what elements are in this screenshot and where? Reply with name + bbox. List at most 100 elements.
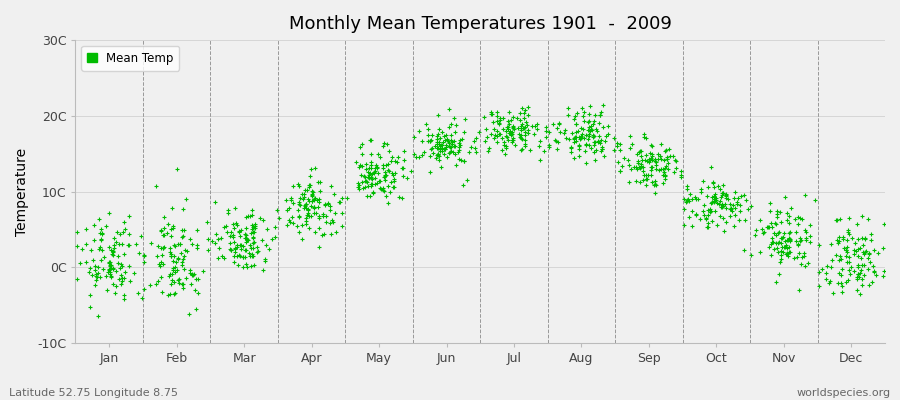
Point [396,165,410,171]
Point [765,239,779,245]
Point [387,178,401,184]
Point [83,304,97,311]
Point [564,148,579,155]
Point [167,264,182,270]
Point [850,262,865,268]
Point [255,236,269,243]
Point [443,144,457,150]
Point [156,245,170,251]
Point [564,144,579,150]
Point [220,228,234,235]
Point [395,194,410,201]
Point [652,166,666,173]
Point [791,214,806,220]
Point [503,130,517,136]
Point [451,149,465,156]
Point [364,180,379,187]
Point [231,262,246,268]
Point [230,220,244,226]
Point [762,224,777,230]
Point [850,275,864,282]
Point [118,268,132,275]
Point [638,176,652,182]
Point [783,238,797,244]
Point [430,131,445,137]
Point [724,205,738,212]
Point [157,261,171,267]
Point [636,177,651,183]
Point [801,260,815,266]
Point [117,251,131,257]
Point [432,157,446,163]
Point [574,134,589,140]
Point [446,148,461,155]
Point [677,222,691,228]
Point [712,212,726,219]
Point [716,204,730,210]
Point [635,164,650,170]
Point [468,135,482,141]
Point [161,221,176,227]
Point [221,210,236,216]
Point [705,198,719,205]
Point [500,145,514,152]
Point [299,205,313,211]
Point [656,172,670,178]
Point [589,126,603,133]
Point [382,200,396,206]
Point [184,271,199,277]
Point [515,104,529,111]
Point [323,183,338,190]
Point [617,155,632,161]
Point [420,138,435,144]
Point [715,201,729,208]
Point [685,208,699,214]
Point [781,212,796,219]
Point [217,254,231,261]
Point [446,142,461,149]
Point [87,222,102,228]
Point [384,179,399,186]
Point [300,212,314,218]
Point [654,141,669,147]
Point [669,158,683,164]
Point [626,164,641,170]
Point [440,154,454,160]
Point [561,105,575,112]
Point [366,189,381,196]
Point [83,265,97,271]
Point [636,168,651,174]
Point [839,247,853,253]
Point [644,155,658,162]
Point [622,179,636,185]
Point [839,279,853,285]
Point [172,276,186,282]
Point [651,156,665,162]
Point [381,166,395,173]
Point [487,132,501,138]
Point [731,195,745,202]
Point [228,246,242,252]
Point [593,148,608,154]
Point [776,249,790,255]
Point [613,167,627,174]
Point [587,132,601,139]
Point [645,143,660,149]
Point [307,196,321,202]
Point [304,213,319,219]
Point [764,220,778,226]
Point [871,250,886,256]
Point [364,174,378,180]
Point [374,154,388,160]
Point [292,214,306,220]
Point [272,215,286,222]
Point [632,149,646,156]
Point [79,259,94,266]
Point [612,141,626,147]
Point [733,202,747,208]
Point [840,237,854,243]
Point [599,133,614,139]
Point [436,151,451,158]
Point [505,139,519,146]
Point [166,267,180,274]
